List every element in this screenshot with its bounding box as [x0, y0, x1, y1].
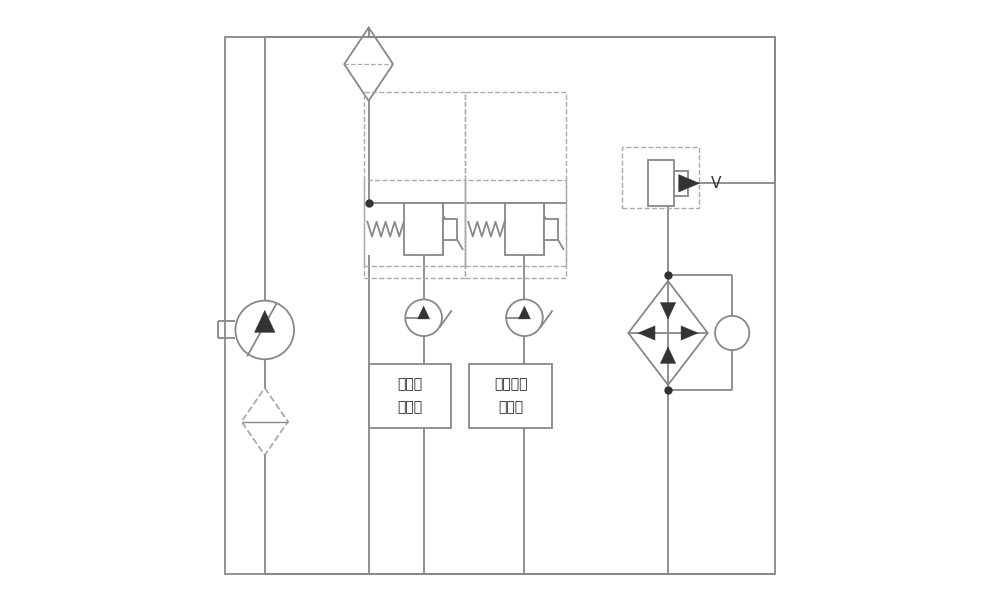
- Bar: [364, 180, 465, 266]
- Bar: [443, 219, 457, 240]
- Polygon shape: [638, 326, 655, 340]
- Polygon shape: [255, 310, 275, 332]
- Bar: [369, 364, 451, 428]
- Bar: [648, 161, 674, 207]
- Bar: [622, 147, 699, 208]
- Polygon shape: [660, 347, 676, 364]
- Polygon shape: [660, 302, 676, 319]
- Polygon shape: [518, 306, 530, 319]
- Bar: [465, 180, 566, 266]
- Circle shape: [715, 316, 749, 350]
- Bar: [674, 170, 688, 196]
- Text: 原档位
离合器: 原档位 离合器: [397, 377, 422, 414]
- Bar: [505, 203, 544, 255]
- Polygon shape: [418, 306, 430, 319]
- Circle shape: [506, 299, 543, 336]
- Bar: [469, 364, 552, 428]
- Circle shape: [235, 301, 294, 359]
- Bar: [364, 92, 566, 278]
- Bar: [404, 203, 443, 255]
- Bar: [465, 92, 566, 278]
- Bar: [364, 92, 465, 278]
- Polygon shape: [681, 326, 698, 340]
- Bar: [544, 219, 558, 240]
- Polygon shape: [679, 175, 699, 192]
- Text: V: V: [711, 176, 721, 191]
- Bar: [225, 37, 775, 574]
- Circle shape: [405, 299, 442, 336]
- Text: 目标档位
离合器: 目标档位 离合器: [494, 377, 527, 414]
